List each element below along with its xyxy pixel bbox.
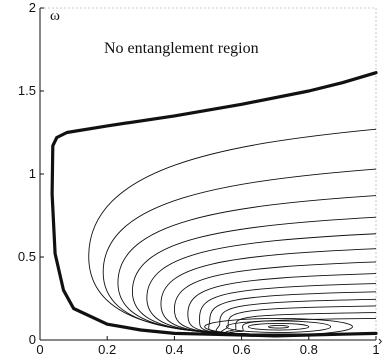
axes-frame — [39, 7, 377, 341]
closed-contour-2 — [247, 322, 310, 331]
contour-line-0 — [88, 128, 377, 335]
boundary-curve-group — [50, 71, 378, 338]
contour-lines — [88, 128, 377, 336]
x-tick-label-2: 0.4 — [165, 342, 183, 357]
x-tick-label-3: 0.6 — [233, 342, 251, 357]
contour-line-8 — [199, 283, 377, 335]
x-tick-label-0: 0 — [36, 342, 43, 357]
y-tick-label-2: 1 — [29, 166, 36, 181]
y-tick-label-1: 0.5 — [18, 249, 36, 264]
closed-contour-3 — [268, 324, 290, 329]
contour-line-12 — [225, 312, 377, 335]
y-tick-label-4: 2 — [29, 0, 36, 15]
x-axis-arrow: › — [378, 333, 382, 348]
y-tick-label-0: 0 — [29, 332, 36, 347]
y-axis-label: ω — [50, 8, 60, 24]
x-tick-label-4: 0.8 — [300, 342, 318, 357]
x-tick-label-1: 0.2 — [98, 342, 116, 357]
y-tick-label-3: 1.5 — [18, 83, 36, 98]
contour-line-10 — [215, 298, 377, 335]
x-ticks: 0 0.2 0.4 0.6 0.8 1 — [36, 336, 380, 357]
contour-line-1 — [102, 168, 377, 335]
boundary-curve — [50, 71, 378, 338]
closed-contour-1 — [226, 320, 332, 333]
y-ticks: 0 0.5 1 1.5 2 — [18, 0, 44, 347]
x-tick-label-5: 1 — [372, 342, 379, 357]
annotation-no-entanglement: No entanglement region — [104, 40, 259, 57]
